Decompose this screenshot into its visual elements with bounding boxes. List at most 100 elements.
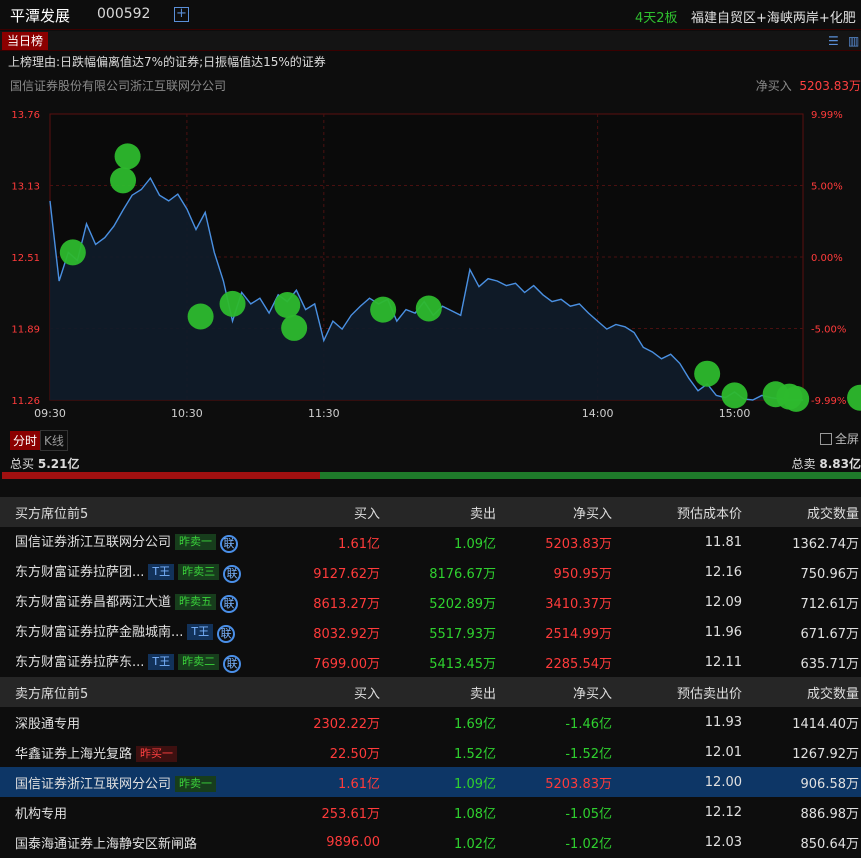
net-buy-value: 5203.83万 (799, 79, 861, 93)
cell-qty: 750.96万 (800, 566, 860, 582)
net-buy-label: 净买入 (755, 79, 792, 93)
cell-net: -1.05亿 (565, 806, 612, 822)
cell-price: 12.01 (704, 744, 742, 760)
trade-marker (370, 296, 397, 323)
history-badge: 昨卖一 (175, 534, 217, 550)
cell-sell: 1.09亿 (380, 767, 496, 797)
table-row[interactable]: 东方财富证券拉萨金融城南... T王联 8032.92万 5517.93万 2514.9… (0, 617, 861, 647)
seat-name[interactable]: 东方财富证券拉萨团... (15, 565, 145, 580)
column-header[interactable]: 预估成本价 (612, 497, 742, 527)
cell-sell: 5202.89万 (429, 596, 496, 612)
column-header[interactable]: 买入 (268, 677, 380, 707)
buy-seats-table: 买方席位前5 买入 卖出 净买入 预估成本价 成交数量 国信证券浙江互联网分公司 昨卖一联 1.… (0, 497, 861, 677)
plus-square-icon[interactable]: + (174, 7, 189, 22)
cell-net: -1.02亿 (565, 836, 612, 852)
list-icon[interactable]: ☰ (828, 34, 839, 48)
cell-qty: 1267.92万 (792, 746, 859, 762)
y-left-tick: 11.89 (11, 325, 40, 336)
column-header[interactable]: 净买入 (496, 497, 612, 527)
columns-icon[interactable]: ▥ (848, 34, 860, 48)
cell-net: 5203.83万 (496, 767, 612, 797)
table-row[interactable]: 机构专用 253.61万 1.08亿 -1.05亿 12.12 886.98万 (0, 797, 861, 827)
x-tick: 15:00 (719, 407, 751, 420)
cell-qty: 886.98万 (800, 806, 860, 822)
cell-sell: 8176.67万 (429, 566, 496, 582)
seat-name[interactable]: 东方财富证券拉萨金融城南... (15, 625, 184, 640)
table-row[interactable]: 国信证券浙江互联网分公司 昨卖一 1.61亿 1.09亿 5203.83万 12.00 90… (0, 767, 861, 797)
seat-name[interactable]: 国信证券浙江互联网分公司 (15, 776, 172, 792)
cell-qty: 1414.40万 (792, 716, 859, 732)
column-header[interactable]: 买入 (268, 497, 380, 527)
table-row[interactable]: 东方财富证券昌都两江大道 昨卖五联 8613.27万 5202.89万 3410.37万… (0, 587, 861, 617)
cell-net: 3410.37万 (545, 596, 612, 612)
link-badge-icon[interactable]: 联 (223, 655, 242, 673)
trade-marker (721, 382, 748, 409)
total-sell-label: 总卖 (791, 457, 816, 471)
table-row[interactable]: 国信证券浙江互联网分公司 昨卖一联 1.61亿 1.09亿 5203.83万 11.81 1… (0, 527, 861, 557)
net-buy-summary: 净买入 5203.83万 (756, 77, 861, 94)
link-badge-icon[interactable]: 联 (220, 595, 239, 613)
cell-buy: 9896.00 (326, 834, 380, 850)
link-badge-icon[interactable]: 联 (223, 565, 242, 583)
cell-sell: 1.08亿 (454, 806, 496, 822)
stock-name[interactable]: 平潭发展 (10, 7, 71, 25)
history-badge: 昨卖二 (178, 654, 220, 670)
cell-net: 2285.54万 (545, 656, 612, 672)
seat-name[interactable]: 机构专用 (15, 806, 68, 822)
y-right-tick: 0.00% (811, 253, 843, 264)
listing-reason: 上榜理由:日跌幅偏离值达7%的证券;日振幅值达15%的证券 (8, 55, 326, 69)
seat-name[interactable]: 国泰海通证券上海静安区新闸路 (15, 836, 198, 852)
table-row[interactable]: 华鑫证券上海光复路 昨买一 22.50万 1.52亿 -1.52亿 12.01 1267.9… (0, 737, 861, 767)
cell-sell: 1.69亿 (454, 716, 496, 732)
column-header[interactable]: 卖出 (380, 677, 496, 707)
seat-name[interactable]: 东方财富证券昌都两江大道 (15, 595, 172, 610)
trade-marker (274, 292, 301, 319)
tab-daily-ranking[interactable]: 当日榜 (2, 32, 49, 50)
intraday-chart[interactable]: 13.76 9.99% 13.13 5.00% 12.51 0.00% 11.89 -5.00… (0, 100, 861, 430)
cell-price: 12.09 (704, 594, 742, 610)
cell-buy: 1.61亿 (268, 767, 380, 797)
cell-net: 5203.83万 (545, 536, 612, 552)
tab-kline[interactable]: K线 (40, 430, 68, 451)
seat-name[interactable]: 国信证券浙江互联网分公司 (15, 535, 172, 550)
x-tick: 11:30 (308, 407, 340, 420)
cell-buy: 8032.92万 (313, 626, 380, 642)
trade-marker (281, 314, 308, 341)
seat-name[interactable]: 深股通专用 (15, 716, 81, 732)
trade-marker (219, 290, 246, 317)
column-header[interactable]: 成交数量 (742, 497, 861, 527)
fullscreen-button[interactable]: 全屏 (820, 430, 859, 447)
y-left-tick: 11.26 (11, 396, 40, 407)
concept-tags[interactable]: 福建自贸区+海峡两岸+化肥 (691, 11, 856, 26)
cell-sell: 5517.93万 (429, 626, 496, 642)
price-area (50, 178, 803, 400)
cell-qty: 906.58万 (742, 767, 861, 797)
cell-buy: 1.61亿 (338, 536, 380, 552)
cell-qty: 1362.74万 (792, 536, 859, 552)
x-tick: 14:00 (582, 407, 614, 420)
column-header: 买方席位前5 (0, 497, 268, 527)
link-badge-icon[interactable]: 联 (217, 625, 236, 643)
cell-buy: 8613.27万 (313, 596, 380, 612)
trade-marker (114, 143, 141, 170)
tab-intraday[interactable]: 分时 (10, 431, 41, 450)
ranking-tabbar: 当日榜 ☰ ▥ (0, 31, 861, 51)
table-row[interactable]: 东方财富证券拉萨东... T王 昨卖二联 7699.00万 5413.45万 2285.5… (0, 647, 861, 677)
table-row[interactable]: 国泰海通证券上海静安区新闸路 9896.00 1.02亿 -1.02亿 12.03 850… (0, 827, 861, 857)
y-right-tick: -9.99% (811, 396, 846, 407)
y-left-tick: 13.13 (11, 182, 40, 193)
trade-marker (110, 167, 137, 194)
column-header[interactable]: 成交数量 (742, 677, 861, 707)
column-header[interactable]: 净买入 (496, 677, 612, 707)
table-row[interactable]: 东方财富证券拉萨团... T王 昨卖三联 9127.62万 8176.67万 950.95… (0, 557, 861, 587)
column-header[interactable]: 卖出 (380, 497, 496, 527)
seat-name[interactable]: 华鑫证券上海光复路 (15, 746, 133, 762)
table-row[interactable]: 深股通专用 2302.22万 1.69亿 -1.46亿 11.93 1414.40万 (0, 707, 861, 737)
cell-sell: 1.02亿 (454, 836, 496, 852)
column-header[interactable]: 预估卖出价 (612, 677, 742, 707)
cell-net: -1.46亿 (565, 716, 612, 732)
buy-ratio-fill (2, 472, 320, 479)
link-badge-icon[interactable]: 联 (220, 535, 239, 553)
sell-seats-table: 卖方席位前5 买入 卖出 净买入 预估卖出价 成交数量 深股通专用 2302.22万 1.69亿… (0, 677, 861, 857)
seat-name[interactable]: 东方财富证券拉萨东... (15, 655, 145, 670)
